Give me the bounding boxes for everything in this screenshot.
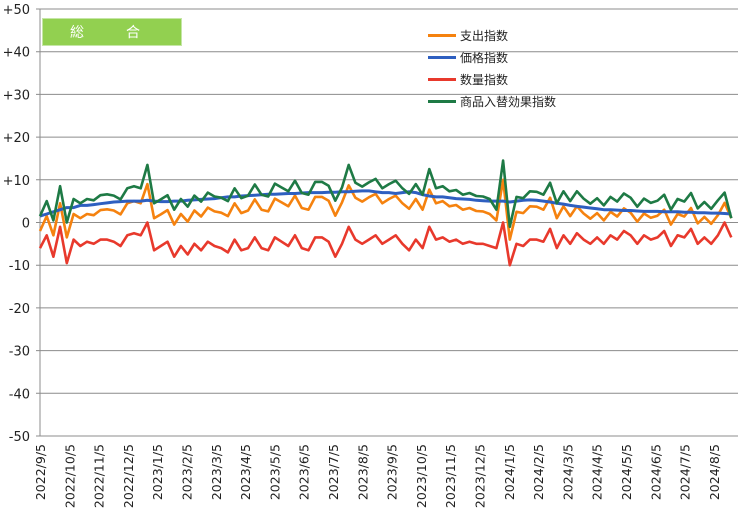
x-tick-label: 2023/6/5	[297, 444, 312, 500]
x-tick-label: 2024/2/5	[531, 444, 546, 500]
legend: 支出指数 価格指数 数量指数 商品入替効果指数	[428, 24, 556, 112]
x-tick-label: 2024/3/5	[560, 444, 575, 500]
x-tick-label: 2023/9/5	[385, 444, 400, 500]
x-tick-label: 2024/5/5	[619, 444, 634, 500]
x-tick-label: 2023/4/5	[238, 444, 253, 500]
legend-label: 支出指数	[460, 28, 509, 43]
y-tick-label: +10	[3, 174, 30, 189]
x-tick-label: 2024/7/5	[678, 444, 693, 500]
y-tick-label: +50	[3, 3, 30, 18]
series-line-3	[38, 159, 733, 229]
chart-title: 総 合	[42, 18, 182, 46]
x-tick-label: 2023/12/5	[473, 444, 488, 508]
legend-item-quantity: 数量指数	[428, 68, 556, 90]
gridlines	[36, 8, 738, 437]
x-tick-label: 2022/10/5	[62, 444, 77, 508]
x-tick-label: 2024/8/5	[707, 444, 722, 500]
y-tick-label: +20	[3, 131, 30, 146]
legend-swatch	[428, 99, 456, 103]
legend-item-expenditure: 支出指数	[428, 24, 556, 46]
x-tick-label: 2023/7/5	[326, 444, 341, 500]
y-tick-label: 0	[22, 217, 30, 232]
x-tick-label: 2023/3/5	[209, 444, 224, 500]
x-tick-label: 2024/6/5	[648, 444, 663, 500]
legend-item-price: 価格指数	[428, 46, 556, 68]
x-tick-label: 2023/11/5	[443, 444, 458, 508]
y-tick-label: -30	[9, 345, 30, 360]
series-lines	[38, 159, 733, 267]
x-tick-label: 2023/2/5	[180, 444, 195, 500]
x-tick-label: 2023/10/5	[414, 444, 429, 508]
x-tick-label: 2023/8/5	[355, 444, 370, 500]
x-tick-label: 2023/1/5	[150, 444, 165, 500]
x-tick-label: 2024/1/5	[502, 444, 517, 500]
series-line-0	[38, 178, 733, 241]
series-line-2	[38, 221, 733, 267]
legend-label: 価格指数	[460, 50, 509, 65]
legend-label: 数量指数	[460, 72, 509, 87]
x-tick-label: 2022/11/5	[92, 444, 107, 508]
x-tick-label: 2024/4/5	[590, 444, 605, 500]
x-axis-ticks: 2022/9/5 2022/10/5 2022/11/5 2022/12/5 2023/…	[33, 444, 722, 508]
y-tick-label: -20	[9, 302, 30, 317]
y-tick-label: -40	[9, 387, 30, 402]
y-tick-label: -10	[9, 259, 30, 274]
legend-swatch	[428, 33, 456, 37]
legend-label: 商品入替効果指数	[460, 94, 557, 109]
y-tick-label: +30	[3, 88, 30, 103]
x-tick-label: 2023/5/5	[267, 444, 282, 500]
x-tick-label: 2022/9/5	[33, 444, 48, 500]
x-tick-label: 2022/12/5	[121, 444, 136, 508]
legend-swatch	[428, 55, 456, 59]
y-tick-label: +40	[3, 46, 30, 61]
legend-item-substitution: 商品入替効果指数	[428, 90, 556, 112]
legend-swatch	[428, 77, 456, 81]
y-axis-ticks: +50 +40 +30 +20 +10 0 -10 -20 -30 -40 -50	[3, 3, 30, 445]
y-tick-label: -50	[9, 430, 30, 445]
